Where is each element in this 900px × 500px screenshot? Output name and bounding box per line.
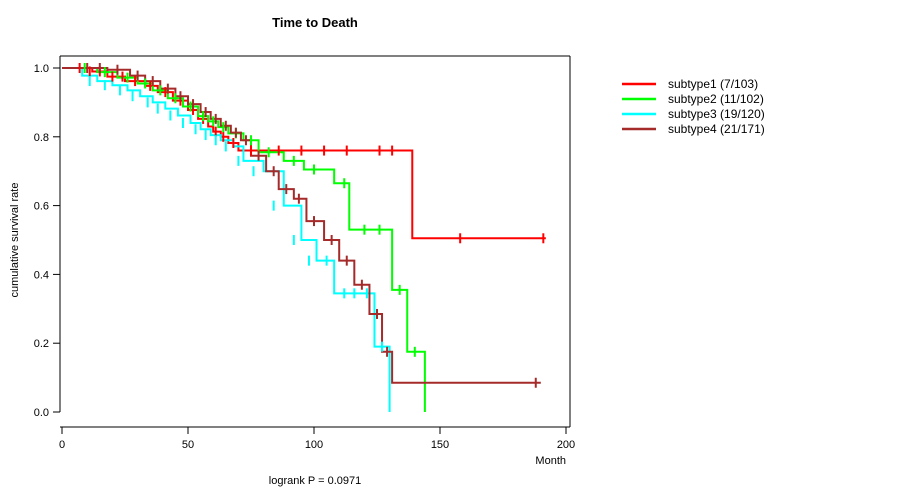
x-axis-label: Month <box>535 455 566 467</box>
y-axis-tick-label: 0.4 <box>34 269 49 281</box>
legend-item-label: subtype2 (11/102) <box>668 92 764 106</box>
y-axis-tick-label: 0.2 <box>34 338 49 350</box>
logrank-annotation: logrank P = 0.0971 <box>269 475 361 487</box>
y-axis-tick-label: 1.0 <box>34 63 49 75</box>
x-axis-tick-label: 50 <box>182 439 194 451</box>
legend: subtype1 (7/103)subtype2 (11/102)subtype… <box>622 77 765 136</box>
plot-axes: 0.0 0.2 0.4 0.6 0.8 1.0 0 50 100 150 200 <box>34 55 575 451</box>
survival-curve-3 <box>62 67 391 412</box>
legend-item-label: subtype1 (7/103) <box>668 77 758 91</box>
legend-item-label: subtype4 (21/171) <box>668 122 765 136</box>
x-axis-tick-label: 150 <box>431 439 449 451</box>
x-axis-tick-label: 200 <box>557 439 575 451</box>
y-axis-tick-label: 0.6 <box>34 201 49 213</box>
x-axis-tick-label: 0 <box>59 439 65 451</box>
y-axis-tick-label: 0.8 <box>34 132 49 144</box>
y-axis-label: cumulative survival rate <box>9 183 21 298</box>
legend-item-label: subtype3 (19/120) <box>668 107 765 121</box>
survival-curve-2 <box>62 67 426 412</box>
y-axis-tick-label: 0.0 <box>34 407 49 419</box>
page-title: Time to Death <box>272 15 358 30</box>
censor-marks <box>78 63 545 388</box>
x-axis-tick-label: 100 <box>305 439 323 451</box>
